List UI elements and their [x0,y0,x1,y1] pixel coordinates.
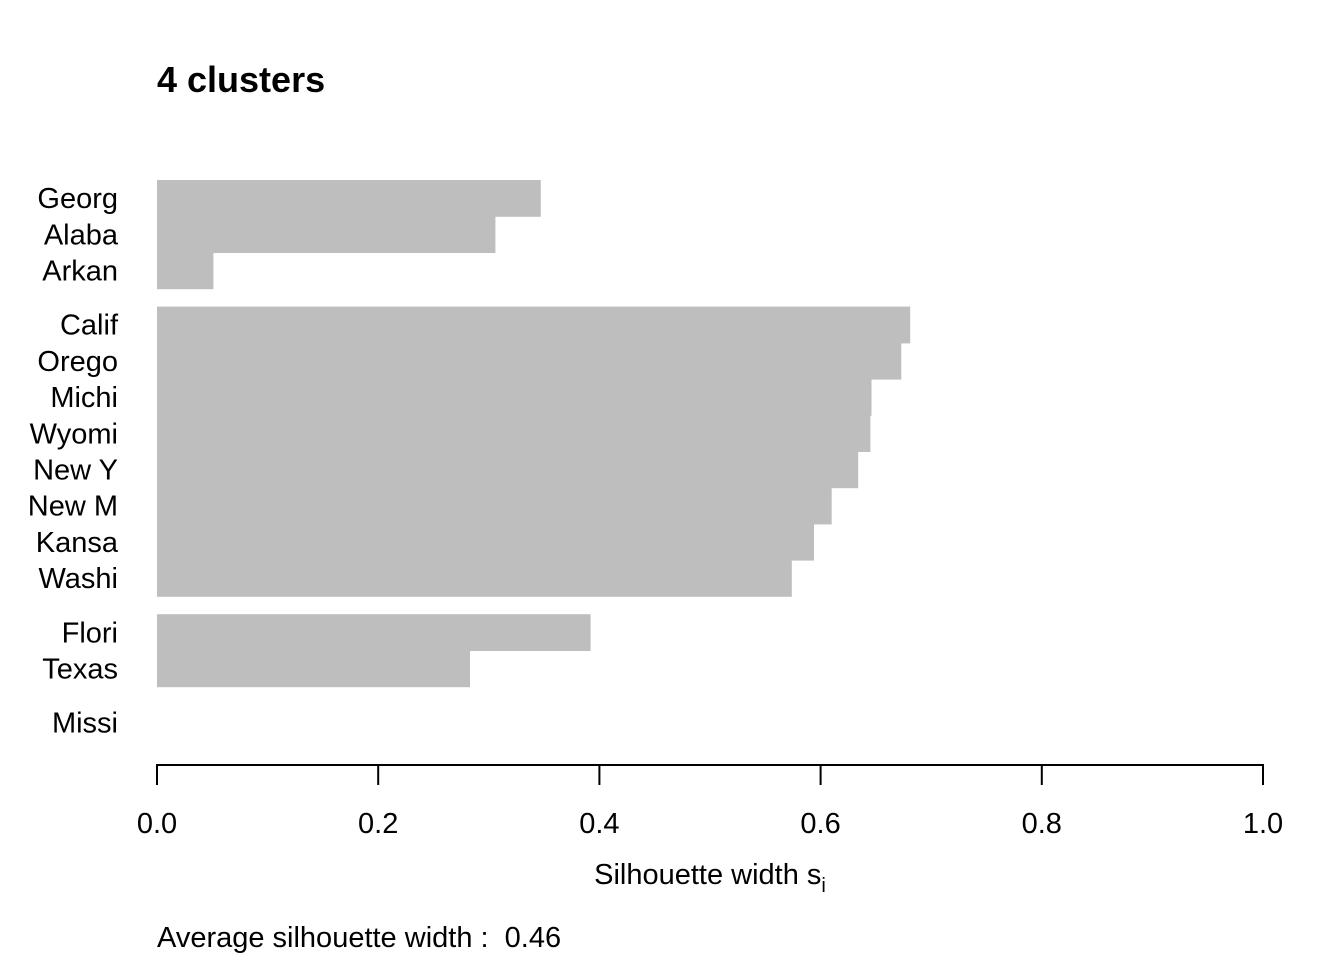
row-label: Missi [52,708,118,740]
row-label: Calif [60,310,119,342]
x-axis: 0.0 0.2 0.4 0.6 0.8 1.0 [137,764,1283,840]
bar-kansa [157,523,814,561]
bar-texas [157,650,470,688]
row-label: New M [28,491,118,523]
row-label: Arkan [42,256,118,288]
bars-group [157,180,911,688]
bar-arkan [157,252,214,290]
row-label: Wyomi [30,418,118,450]
bar-new-y [157,451,859,489]
bar-new-m [157,487,832,525]
row-label: Washi [39,563,119,595]
row-label: Texas [42,654,118,686]
x-tick-label: 0.0 [137,808,177,840]
row-label: New Y [33,455,118,487]
average-silhouette-footer: Average silhouette width : 0.46 [157,922,561,954]
row-label: Flori [62,617,118,649]
bar-michi [157,379,872,416]
bar-georg [157,180,541,217]
bar-orego [157,342,902,380]
bar-calif [157,306,911,344]
row-label: Georg [37,183,118,215]
x-tick-label: 0.8 [1022,808,1062,840]
x-tick-label: 0.2 [358,808,398,840]
row-labels-group: Georg Alaba Arkan Calif Orego Michi Wyomi New Y… [28,183,119,740]
row-label: Michi [50,382,118,414]
x-axis-label-subscript: i [821,875,825,897]
x-ticks-group: 0.0 0.2 0.4 0.6 0.8 1.0 [137,764,1283,840]
row-label: Kansa [36,527,119,559]
bar-alaba [157,216,496,253]
x-axis-label: Silhouette width si [594,859,826,897]
bar-washi [157,560,792,597]
x-axis-label-main: Silhouette width s [594,859,821,891]
bar-flori [157,614,591,651]
x-tick-label: 0.4 [579,808,619,840]
row-label: Orego [37,346,118,378]
chart-title: 4 clusters [157,59,325,100]
row-label: Alaba [44,219,119,251]
x-tick-label: 1.0 [1243,808,1283,840]
x-tick-label: 0.6 [800,808,840,840]
bar-wyomi [157,415,871,452]
